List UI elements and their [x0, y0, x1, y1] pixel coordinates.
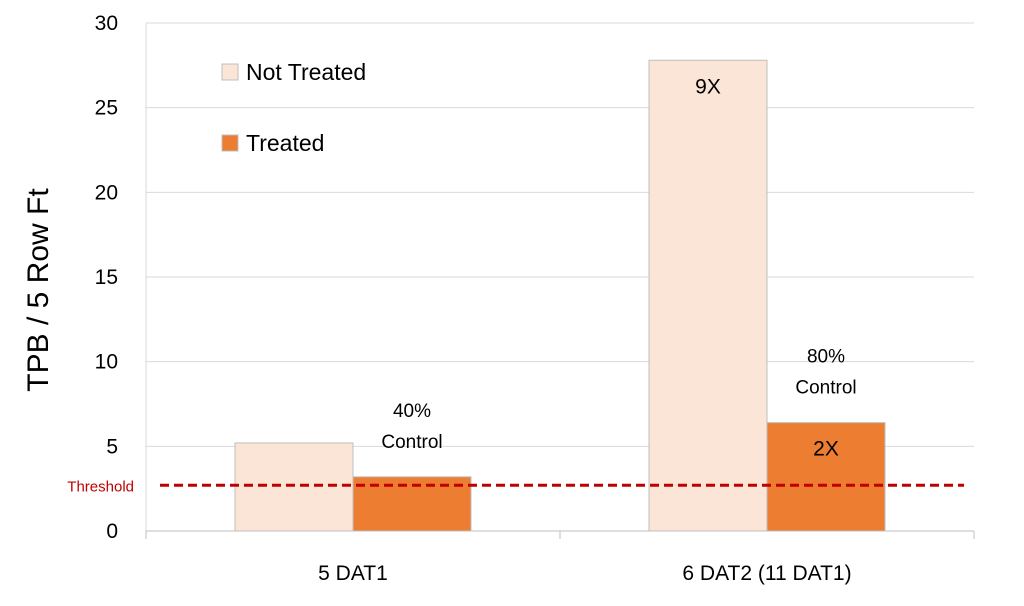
x-category-label: 5 DAT1 [318, 562, 388, 585]
y-axis-label: TPB / 5 Row Ft [22, 188, 55, 392]
y-tick-label: 15 [95, 266, 118, 289]
bar-value-label: 9X [695, 75, 721, 98]
legend-label: Not Treated [246, 59, 366, 85]
bars [234, 59, 886, 532]
control-annotation: Control [381, 432, 442, 453]
legend: Not Treated Treated [221, 59, 366, 156]
legend-swatch-not-treated [221, 63, 239, 81]
gridlines [145, 22, 974, 531]
legend-swatch-treated [221, 134, 239, 152]
x-axis: 5 DAT1 6 DAT2 (11 DAT1) [145, 530, 975, 585]
control-annotation: 80% [807, 347, 845, 368]
y-tick-label: 10 [95, 351, 118, 374]
annotations: 40% Control 80% Control [381, 347, 856, 453]
y-tick-label: 25 [95, 97, 118, 120]
y-tick-label: 20 [95, 181, 118, 204]
bar-not-treated [234, 442, 354, 532]
y-axis-ticks: 0 5 10 15 20 25 30 [95, 12, 118, 543]
legend-label: Treated [246, 130, 324, 156]
control-annotation: Control [795, 378, 856, 399]
bar-labels: 9X 2X [695, 75, 839, 460]
bar-treated [766, 422, 886, 532]
control-annotation: 40% [393, 401, 431, 422]
bar-not-treated [648, 59, 768, 532]
y-tick-label: 30 [95, 12, 118, 35]
y-tick-label: 0 [106, 520, 118, 543]
threshold-label: Threshold [67, 478, 134, 495]
bar-value-label: 2X [813, 438, 839, 461]
threshold: Threshold [67, 478, 964, 495]
y-tick-label: 5 [106, 435, 118, 458]
x-category-label: 6 DAT2 (11 DAT1) [682, 562, 851, 585]
